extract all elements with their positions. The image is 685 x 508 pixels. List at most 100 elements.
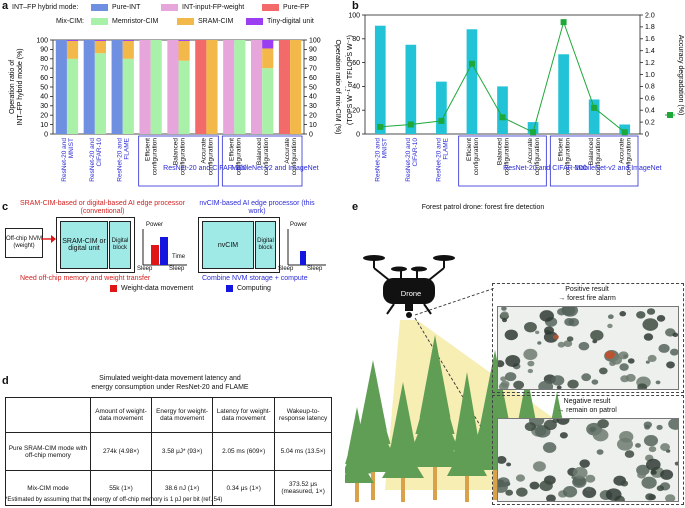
- sleep-label-right-1: Sleep: [278, 266, 294, 272]
- int-input-fp-weight-swatch: [161, 4, 178, 11]
- tree-canopy: [660, 443, 670, 452]
- x-tick-label-line: ResNet-20 and: [117, 138, 124, 182]
- tree-tier: [407, 419, 463, 467]
- x-tick-label-b: Balancedconfiguration: [588, 138, 602, 176]
- accuracy-point: [621, 129, 628, 136]
- tree-canopy: [566, 336, 574, 342]
- panel-d-title-2: energy consumption under ResNet-20 and F…: [91, 384, 249, 391]
- y-tick-label-left-b: 80: [352, 36, 360, 43]
- table-row-name: Mix-CIM mode: [5, 470, 91, 506]
- y-tick-label-left: 60: [40, 75, 48, 82]
- x-tick-label: Accurateconfiguration: [284, 138, 298, 176]
- tree-canopy: [516, 487, 528, 497]
- computing-bar-conventional: [160, 237, 168, 265]
- tree-canopy: [529, 481, 540, 490]
- accuracy-point: [407, 121, 414, 128]
- tree-canopy: [643, 435, 659, 447]
- negative-result-frame: [492, 395, 684, 505]
- tree-canopy: [607, 314, 614, 320]
- y-axis-label-left-2: INT–FP hybrid mode (%): [17, 48, 24, 125]
- y-tick-label-right-b: 0.6: [645, 96, 655, 103]
- efficiency-bar: [527, 122, 539, 134]
- table-cell: 38.6 nJ (1×): [151, 470, 214, 506]
- drone-icon: [363, 255, 455, 318]
- tree-canopy: [581, 373, 592, 382]
- tree-canopy: [624, 450, 635, 458]
- legend-sram-cim: SRAM-CIM: [177, 18, 233, 25]
- x-tick-label-line: configuration: [180, 138, 187, 176]
- x-tick-label-line: Efficient: [145, 138, 152, 161]
- tree-canopy: [539, 480, 553, 492]
- tree-canopy: [585, 474, 596, 483]
- tree-canopy: [539, 310, 554, 322]
- tree-canopy: [620, 375, 630, 383]
- tree-canopy: [567, 379, 579, 389]
- tree-canopy: [557, 341, 566, 348]
- negative-aerial-photo: [497, 418, 679, 502]
- x-tick-label: Efficientconfiguration: [228, 138, 242, 176]
- y-tick-label-left: 40: [40, 94, 48, 101]
- tree-canopy: [527, 368, 534, 374]
- cim-bar-memristor-cim: [150, 40, 162, 134]
- tree-canopy: [562, 486, 578, 498]
- tree-canopy: [669, 348, 678, 356]
- cim-bar-memristor-cim: [94, 53, 106, 134]
- legend-computing: Computing: [226, 285, 271, 292]
- tree-canopy: [637, 471, 646, 479]
- table-row: Mix-CIM mode 55k (1×) 38.6 nJ (1×) 0.34 …: [5, 470, 332, 506]
- x-tick-label-line: Accurate: [619, 138, 626, 164]
- panel-a-chart: 0 0 10 10 20 20 30 30 40 40 50 50 60 60 70 70 80 80 90 90 10…: [9, 37, 341, 187]
- tree-trunk: [493, 462, 497, 500]
- tiny-digital-label: Tiny-digital unit: [267, 18, 314, 25]
- y-tick-label-left: 50: [40, 84, 48, 91]
- x-tick-label-line: FLAME: [124, 137, 131, 159]
- x-tick-label-line: configuration: [504, 138, 511, 176]
- legend-cim-label: Mix-CIM:: [56, 18, 84, 25]
- y-tick-label-right-b: 1.2: [645, 60, 655, 67]
- nvcim-power-plot: [287, 229, 326, 266]
- panel-d-table: Amount of weight-data movement Energy fo…: [5, 397, 332, 506]
- cim-bar-sram-cim: [178, 40, 190, 61]
- legend-int-input-fp-weight: INT-input-FP-weight: [161, 4, 244, 11]
- y-tick-label-right-b: 0.8: [645, 84, 655, 91]
- weight-movement-label: Weight-data movement: [121, 285, 194, 292]
- y-tick-label-left: 20: [40, 113, 48, 120]
- x-tick-label-line: Efficient: [228, 138, 235, 161]
- tree-canopy: [524, 422, 537, 432]
- tree-canopy: [618, 351, 629, 360]
- tree-canopy: [643, 333, 654, 341]
- tree-canopy: [619, 311, 627, 317]
- tree-canopy: [665, 494, 676, 501]
- offchip-arrow: [42, 235, 56, 243]
- sram-cim-swatch: [177, 18, 194, 25]
- tree-canopy: [543, 419, 557, 431]
- tree-canopy: [647, 354, 657, 363]
- tree-canopy: [498, 382, 509, 389]
- panel-c-right-title: nvCIM-based AI edge processor (this work…: [199, 200, 315, 216]
- y-tick-label-left-b: 40: [352, 84, 360, 91]
- y-tick-label-right-b: 1.6: [645, 36, 655, 43]
- tree-canopy: [513, 380, 525, 389]
- tree-canopy: [674, 461, 678, 466]
- cim-bar-sram-cim: [262, 48, 274, 69]
- computing-label: Computing: [237, 285, 271, 292]
- y-tick-label-right-b: 1.0: [645, 72, 655, 79]
- panel-d-footnote: *Estimated by assuming that the energy o…: [5, 497, 223, 503]
- table-header-cell: Amount of weight-data movement: [89, 397, 153, 433]
- panel-b-chart: 0 20 40 60 80 100 0 0.2 0.4 0.6 0.8 1.0 1.2 1.4 1.6 1.8…: [345, 12, 684, 187]
- x-tick-label-line: configuration: [263, 138, 270, 176]
- x-tick-label-line: configuration: [291, 138, 298, 176]
- tree-trunk: [355, 478, 359, 502]
- nvcim-box: nvCIM: [202, 221, 254, 269]
- x-tick-label-line: Balanced: [497, 138, 504, 165]
- y-tick-label-left-b: 20: [352, 108, 360, 115]
- tree-canopy: [500, 311, 509, 318]
- int-input-fp-weight-label: INT-input-FP-weight: [182, 4, 245, 11]
- tree-canopy: [620, 480, 629, 487]
- x-tick-label-line: ResNet-20 and: [435, 138, 442, 182]
- x-tick-label: ResNet-20 andMNIST: [61, 138, 75, 182]
- y-tick-label-right-b: 0.2: [645, 119, 655, 126]
- y-tick-label-left-b: 0: [356, 131, 360, 138]
- legend-hybrid-label: INT–FP hybrid mode:: [12, 4, 79, 11]
- tree-trunk: [465, 469, 469, 502]
